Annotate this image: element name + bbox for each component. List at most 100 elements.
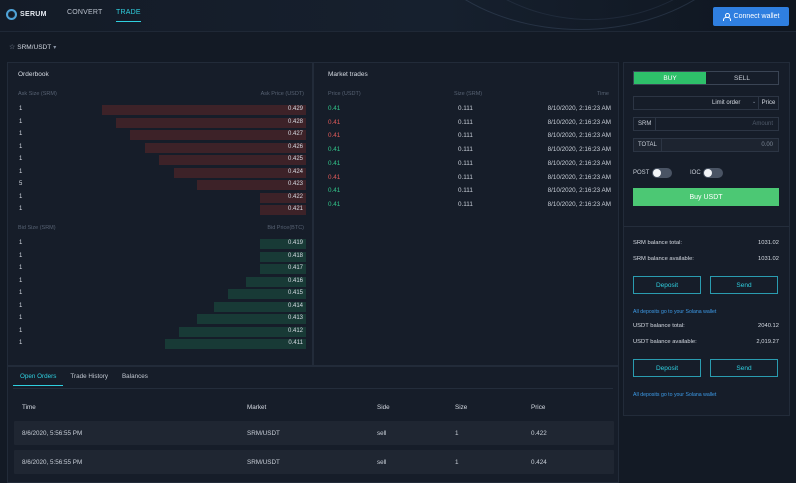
star-icon[interactable]: ☆ [9,44,16,51]
bid-row[interactable]: 1 0.414 [18,301,306,312]
order-side: sell [377,459,387,466]
ask-row[interactable]: 1 0.422 [18,192,306,203]
trade-price: 0.41 [328,105,341,112]
bid-row[interactable]: 1 0.412 [18,326,306,337]
tab-trade-history[interactable]: Trade History [70,373,108,380]
amount-unit-label: SRM [634,118,657,130]
ask-row[interactable]: 1 0.427 [18,130,306,140]
order-size: 1 [455,459,459,466]
ioc-toggle[interactable] [703,168,723,178]
depth-bar [173,167,306,178]
srm-balance-available: SRM balance available: 1031.02 [633,256,779,262]
amount-placeholder: Amount [752,121,773,127]
market-trades-panel: Market trades Price (USDT) Size (SRM) Ti… [313,62,619,366]
depth-bar [259,192,306,203]
logo[interactable]: SERUM [6,9,47,20]
bid-row[interactable]: 1 0.415 [18,289,306,299]
ask-row[interactable]: 1 0.424 [18,167,306,178]
bid-price: 0.414 [287,302,303,309]
depth-bar [259,205,306,215]
bid-size: 1 [19,327,23,334]
bid-row[interactable]: 1 0.411 [18,339,306,349]
col-size-header: Size [455,404,468,411]
depth-bar [196,180,306,190]
trade-price: 0.41 [328,118,341,126]
table-row[interactable]: 8/6/2020, 5:56:55 PM SRM/USDT sell 1 0.4… [14,421,614,445]
tabs-divider [13,388,613,389]
trade-size: 0.111 [458,159,473,167]
bid-row[interactable]: 1 0.419 [18,239,306,249]
srm-send-button[interactable]: Send [710,276,778,294]
trade-time: 8/10/2020, 2:16:23 AM [547,187,611,195]
bid-size: 1 [19,277,23,284]
bid-size: 1 [19,340,23,346]
trade-size: 0.111 [458,173,473,181]
post-toggle[interactable] [652,168,672,178]
usdt-deposit-note[interactable]: All deposits go to your Solana wallet [633,392,717,398]
usdt-deposit-button[interactable]: Deposit [633,359,701,377]
order-type-select[interactable]: Limit order ⌄ Price [633,96,779,110]
depth-bar [213,301,306,312]
divider [624,226,789,227]
order-market: SRM/USDT [247,459,280,466]
srm-deposit-note[interactable]: All deposits go to your Solana wallet [633,309,717,315]
trade-time: 8/10/2020, 2:16:23 AM [547,105,611,112]
price-field-label[interactable]: Price [758,97,778,109]
bid-price: 0.415 [287,290,303,296]
ask-size: 1 [19,168,23,175]
total-value: 0.00 [761,142,773,148]
ask-row[interactable]: 1 0.429 [18,105,306,115]
ask-row[interactable]: 1 0.425 [18,155,306,165]
trade-row: 0.41 0.111 8/10/2020, 2:16:23 AM [328,160,611,170]
bid-row[interactable]: 1 0.416 [18,276,306,287]
trade-time: 8/10/2020, 2:16:23 AM [547,173,611,181]
bid-row[interactable]: 1 0.418 [18,251,306,262]
nav-trade[interactable]: TRADE [116,9,141,22]
ask-size: 1 [19,106,23,112]
ask-row[interactable]: 1 0.428 [18,117,306,128]
ioc-label: IOC [690,170,701,176]
table-row[interactable]: 8/6/2020, 5:56:55 PM SRM/USDT sell 1 0.4… [14,450,614,474]
amount-input[interactable]: SRM Amount [633,117,779,131]
tab-balances[interactable]: Balances [121,373,148,380]
trade-time: 8/10/2020, 2:16:23 AM [547,159,611,167]
ask-price: 0.427 [287,131,303,137]
depth-bar [101,105,306,115]
ask-price: 0.421 [287,206,303,212]
bid-row[interactable]: 1 0.413 [18,314,306,324]
ask-price: 0.428 [287,118,303,125]
ask-size: 1 [19,156,23,162]
ask-row[interactable]: 1 0.421 [18,205,306,215]
srm-deposit-button[interactable]: Deposit [633,276,701,294]
top-nav: SERUM CONVERT TRADE Connect wallet [0,0,796,32]
ask-row[interactable]: 5 0.423 [18,180,306,190]
orderbook-title: Orderbook [18,71,49,78]
total-label: TOTAL [634,139,662,151]
depth-bar [228,289,306,299]
tab-open-orders[interactable]: Open Orders [13,373,64,386]
order-side: sell [377,430,387,437]
buy-tab[interactable]: BUY [634,72,706,84]
trade-size: 0.111 [458,105,473,112]
trade-size: 0.111 [458,146,473,154]
usdt-send-button[interactable]: Send [710,359,778,377]
bid-size: 1 [19,315,23,321]
nav-convert[interactable]: CONVERT [67,9,103,16]
sell-tab[interactable]: SELL [734,74,750,82]
market-selector[interactable]: ☆ SRM/USDT ▾ [9,43,56,52]
order-time: 8/6/2020, 5:56:55 PM [22,430,83,437]
ask-size-header: Ask Size (SRM) [18,91,57,97]
bid-row[interactable]: 1 0.417 [18,264,306,274]
depth-bar [164,339,306,349]
trade-time: 8/10/2020, 2:16:23 AM [547,146,611,154]
connect-wallet-button[interactable]: Connect wallet [713,7,789,26]
serum-logo-icon [6,9,17,20]
bid-price-header: Bid Price(BTC) [267,225,304,231]
ask-row[interactable]: 1 0.426 [18,142,306,153]
orders-tabs: Open Orders Trade History Balances [13,373,155,386]
bid-size: 1 [19,265,23,271]
depth-bar [179,326,306,337]
bid-price: 0.411 [288,340,303,346]
ask-size: 1 [19,143,23,150]
buy-usdt-button[interactable]: Buy USDT [633,188,779,206]
